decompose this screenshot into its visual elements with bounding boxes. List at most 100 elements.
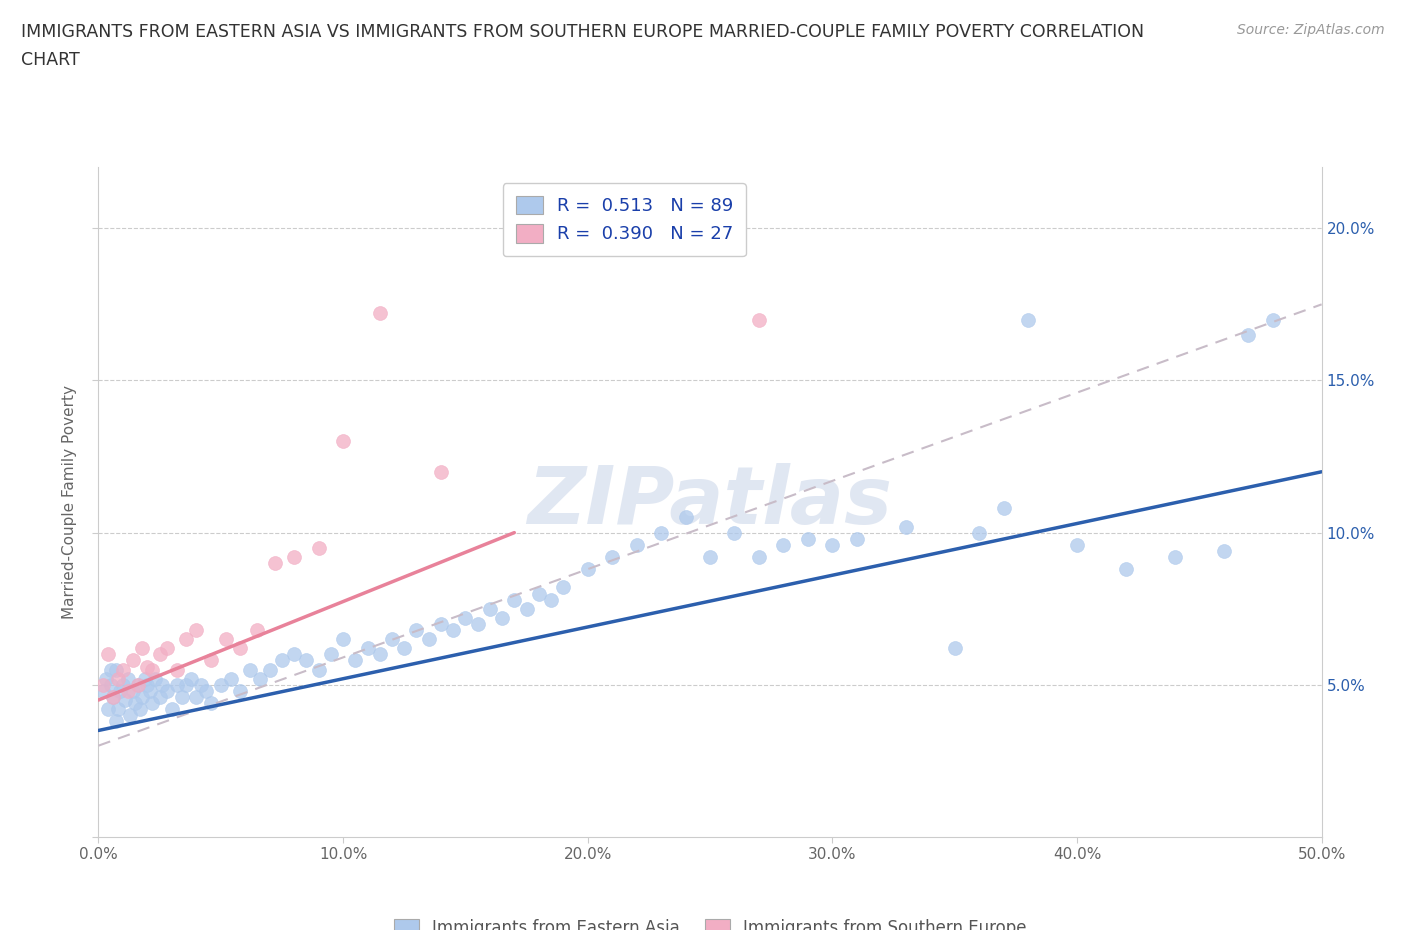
Point — [1261, 312, 1284, 327]
Text: ZIPatlas: ZIPatlas — [527, 463, 893, 541]
Point — [553, 580, 575, 595]
Point — [967, 525, 990, 540]
Point — [111, 662, 134, 677]
Point — [540, 592, 562, 607]
Point — [418, 631, 440, 646]
Point — [229, 684, 252, 698]
Y-axis label: Married-Couple Family Poverty: Married-Couple Family Poverty — [62, 385, 77, 619]
Point — [344, 653, 367, 668]
Point — [943, 641, 966, 656]
Point — [441, 622, 464, 637]
Point — [821, 538, 844, 552]
Point — [381, 631, 404, 646]
Point — [748, 312, 770, 327]
Point — [491, 610, 513, 625]
Point — [392, 641, 416, 656]
Point — [723, 525, 745, 540]
Point — [576, 562, 599, 577]
Point — [1164, 550, 1187, 565]
Point — [114, 693, 136, 708]
Point — [368, 306, 391, 321]
Point — [139, 684, 162, 698]
Point — [478, 602, 501, 617]
Point — [121, 653, 143, 668]
Point — [356, 641, 378, 656]
Point — [176, 631, 198, 646]
Point — [150, 677, 173, 692]
Point — [131, 689, 153, 704]
Text: Source: ZipAtlas.com: Source: ZipAtlas.com — [1237, 23, 1385, 37]
Point — [97, 647, 120, 662]
Point — [149, 689, 172, 704]
Point — [467, 617, 489, 631]
Point — [430, 617, 453, 631]
Point — [894, 519, 917, 534]
Point — [166, 662, 188, 677]
Point — [993, 501, 1015, 516]
Point — [141, 696, 163, 711]
Point — [101, 689, 124, 704]
Point — [1115, 562, 1137, 577]
Point — [156, 684, 179, 698]
Point — [120, 708, 142, 723]
Point — [143, 671, 166, 686]
Point — [219, 671, 242, 686]
Point — [117, 684, 139, 698]
Point — [308, 540, 330, 555]
Point — [675, 510, 697, 525]
Point — [104, 714, 127, 729]
Point — [249, 671, 271, 686]
Point — [239, 662, 262, 677]
Point — [127, 677, 149, 692]
Point — [527, 586, 550, 601]
Point — [100, 662, 122, 677]
Point — [121, 684, 143, 698]
Point — [160, 702, 183, 717]
Point — [180, 671, 202, 686]
Point — [124, 696, 146, 711]
Point — [166, 677, 188, 692]
Point — [100, 677, 122, 692]
Text: CHART: CHART — [21, 51, 80, 69]
Point — [229, 641, 252, 656]
Point — [111, 677, 134, 692]
Point — [97, 702, 120, 717]
Point — [200, 653, 222, 668]
Point — [141, 662, 163, 677]
Point — [319, 647, 342, 662]
Point — [186, 622, 208, 637]
Point — [748, 550, 770, 565]
Point — [107, 702, 129, 717]
Point — [1212, 543, 1234, 558]
Point — [332, 631, 354, 646]
Point — [110, 684, 132, 698]
Point — [772, 538, 794, 552]
Point — [308, 662, 330, 677]
Point — [136, 677, 159, 692]
Point — [195, 684, 218, 698]
Point — [263, 555, 285, 570]
Point — [405, 622, 427, 637]
Point — [650, 525, 672, 540]
Point — [600, 550, 623, 565]
Point — [1017, 312, 1039, 327]
Point — [283, 550, 305, 565]
Point — [156, 641, 179, 656]
Point — [503, 592, 526, 607]
Point — [186, 689, 208, 704]
Point — [368, 647, 391, 662]
Point — [270, 653, 294, 668]
Point — [170, 689, 193, 704]
Point — [149, 647, 172, 662]
Point — [134, 671, 156, 686]
Point — [91, 677, 114, 692]
Point — [91, 684, 114, 698]
Point — [515, 602, 537, 617]
Point — [626, 538, 648, 552]
Point — [200, 696, 222, 711]
Legend: Immigrants from Eastern Asia, Immigrants from Southern Europe: Immigrants from Eastern Asia, Immigrants… — [387, 912, 1033, 930]
Point — [129, 702, 152, 717]
Point — [430, 464, 453, 479]
Point — [94, 671, 117, 686]
Point — [332, 434, 354, 449]
